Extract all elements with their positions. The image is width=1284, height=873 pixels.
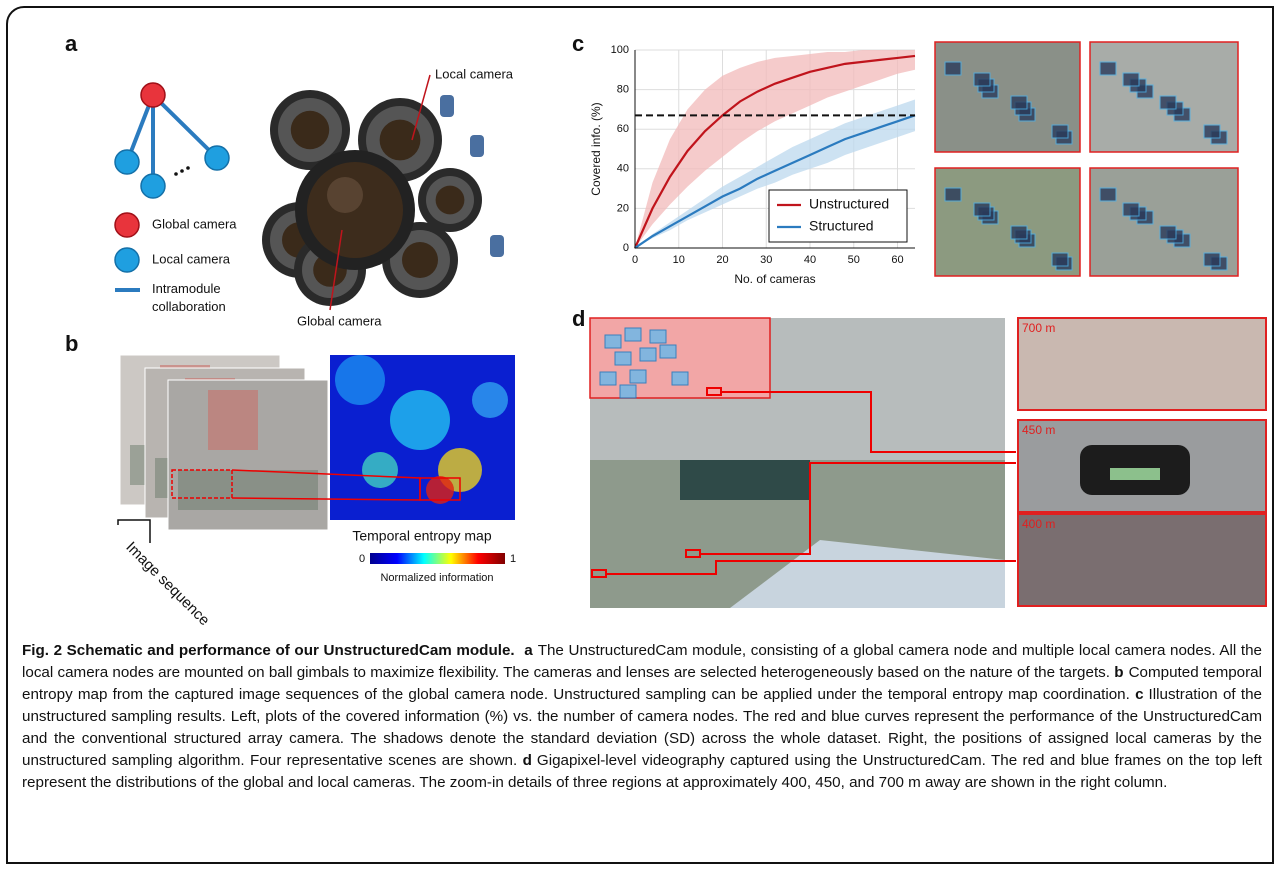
- x-tick-label: 0: [632, 254, 638, 266]
- colorbar-label: Normalized information: [380, 572, 493, 584]
- render-label: Local camera: [435, 66, 514, 81]
- decoration: [1052, 253, 1068, 266]
- decoration: [1100, 62, 1116, 75]
- decoration: [153, 95, 217, 158]
- y-tick-label: 100: [611, 44, 629, 56]
- decoration: [180, 169, 184, 173]
- decoration: [390, 390, 450, 450]
- decoration: [362, 452, 398, 488]
- decoration: [1123, 203, 1139, 216]
- decoration: [945, 188, 961, 201]
- decoration: [380, 120, 421, 161]
- sequence-label: Image sequence: [122, 539, 212, 629]
- y-axis-label: Covered info. (%): [589, 102, 603, 195]
- decoration: [625, 328, 641, 341]
- zoom-label: 700 m: [1022, 321, 1055, 335]
- zoom-label: 450 m: [1022, 423, 1055, 437]
- zoom-label: 400 m: [1022, 517, 1055, 531]
- panel-label: d: [572, 306, 585, 331]
- x-tick-label: 50: [848, 254, 860, 266]
- legend-label: Unstructured: [809, 196, 889, 212]
- decoration: [402, 242, 438, 278]
- colorbar-tick: 0: [359, 553, 365, 565]
- panel-label: b: [65, 331, 78, 356]
- legend-label: Local camera: [152, 251, 231, 266]
- x-tick-label: 40: [804, 254, 816, 266]
- caption-part-label: b: [1114, 664, 1123, 681]
- decoration: [1110, 468, 1160, 480]
- decoration: [1160, 226, 1176, 239]
- decoration: [178, 470, 318, 510]
- decoration: [974, 73, 990, 86]
- x-tick-label: 30: [760, 254, 772, 266]
- decoration: [440, 95, 454, 117]
- decoration: [186, 166, 190, 170]
- x-tick-label: 20: [716, 254, 728, 266]
- render-label: Global camera: [297, 313, 382, 328]
- decoration: [672, 372, 688, 385]
- decoration: [945, 62, 961, 75]
- decoration: [1204, 125, 1220, 138]
- caption-part-label: c: [1135, 686, 1143, 703]
- decoration: [605, 335, 621, 348]
- panel-label: a: [65, 31, 78, 56]
- x-tick-label: 60: [891, 254, 903, 266]
- legend-word: Intramodule: [152, 281, 221, 296]
- decoration: [600, 372, 616, 385]
- decoration: [640, 348, 656, 361]
- y-tick-label: 80: [617, 84, 629, 96]
- legend-label: Global camera: [152, 216, 237, 231]
- decoration: [327, 177, 363, 213]
- decoration: [1052, 125, 1068, 138]
- decoration: [208, 390, 258, 450]
- legend-label: Structured: [809, 218, 874, 234]
- decoration: [472, 382, 508, 418]
- figure: a b c d Global camera Local camera Intramodule…: [0, 0, 1284, 635]
- decoration: [335, 355, 385, 405]
- y-tick-label: 20: [617, 202, 629, 214]
- decoration: [1100, 188, 1116, 201]
- decoration: [680, 460, 810, 500]
- decoration: [470, 135, 484, 157]
- x-axis-label: No. of cameras: [734, 272, 815, 286]
- decoration: [291, 111, 329, 149]
- x-tick-label: 10: [673, 254, 685, 266]
- decoration: [1011, 96, 1027, 109]
- decoration: [1160, 96, 1176, 109]
- decoration: [615, 352, 631, 365]
- colorbar: [370, 553, 505, 564]
- decoration: [141, 174, 165, 198]
- decoration: [115, 150, 139, 174]
- legend-word: collaboration: [152, 299, 226, 314]
- caption: Fig. 2 Schematic and performance of our …: [22, 640, 1262, 794]
- caption-part-label: d: [523, 752, 532, 769]
- y-tick-label: 40: [617, 163, 629, 175]
- legend-label: Intramodule collaboration: [152, 281, 226, 314]
- y-tick-label: 60: [617, 123, 629, 135]
- colorbar-tick: 1: [510, 553, 516, 565]
- caption-part-label: a: [524, 642, 532, 659]
- y-tick-label: 0: [623, 242, 629, 254]
- decoration: [1011, 226, 1027, 239]
- decoration: [436, 186, 465, 215]
- decoration: [974, 203, 990, 216]
- decoration: [620, 385, 636, 398]
- decoration: [1204, 253, 1220, 266]
- decoration: [174, 172, 178, 176]
- decoration: [660, 345, 676, 358]
- decoration: [115, 248, 139, 272]
- decoration: [115, 213, 139, 237]
- decoration: [650, 330, 666, 343]
- decoration: [141, 83, 165, 107]
- decoration: [1123, 73, 1139, 86]
- caption-title: Fig. 2 Schematic and performance of our …: [22, 642, 515, 659]
- decoration: [630, 370, 646, 383]
- decoration: [307, 162, 403, 258]
- decoration: [205, 146, 229, 170]
- panel-label: c: [572, 31, 584, 56]
- map-title: Temporal entropy map: [352, 528, 492, 544]
- decoration: [490, 235, 504, 257]
